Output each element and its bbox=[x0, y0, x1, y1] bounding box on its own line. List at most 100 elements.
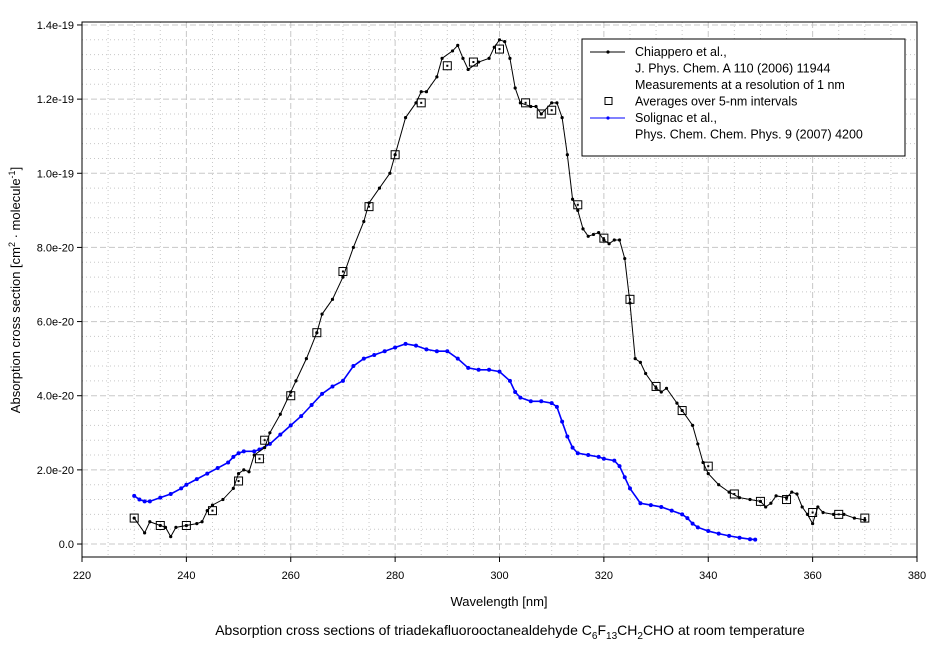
average-marker bbox=[207, 506, 217, 516]
data-point bbox=[142, 499, 147, 504]
data-point bbox=[601, 456, 606, 461]
average-marker bbox=[651, 381, 661, 391]
data-point bbox=[623, 256, 627, 261]
data-point bbox=[560, 116, 564, 120]
data-point bbox=[596, 454, 601, 459]
average-marker-dot bbox=[524, 101, 527, 104]
y-tick-label: 4.0e-20 bbox=[37, 391, 74, 403]
data-point bbox=[696, 442, 700, 446]
data-point bbox=[372, 352, 377, 357]
data-point bbox=[539, 399, 544, 404]
data-point bbox=[716, 531, 721, 536]
average-marker bbox=[547, 105, 557, 115]
average-marker-dot bbox=[211, 509, 214, 512]
average-marker-dot bbox=[159, 524, 162, 527]
average-marker bbox=[338, 267, 348, 277]
series-layer bbox=[129, 38, 870, 542]
x-tick-label: 360 bbox=[803, 570, 821, 582]
average-marker-dot bbox=[681, 409, 684, 412]
average-marker-dot bbox=[394, 153, 397, 156]
y-label-part: ] bbox=[8, 167, 23, 171]
data-point bbox=[575, 451, 580, 456]
data-point bbox=[690, 521, 695, 526]
data-point bbox=[549, 401, 554, 406]
average-marker-dot bbox=[237, 479, 240, 482]
average-marker bbox=[129, 513, 139, 523]
average-marker bbox=[155, 520, 165, 530]
data-point bbox=[565, 153, 569, 157]
data-point bbox=[622, 475, 627, 480]
data-point bbox=[330, 297, 335, 301]
data-point bbox=[764, 505, 768, 509]
data-point bbox=[790, 490, 794, 494]
y-tick-label: 1.4e-19 bbox=[37, 20, 74, 32]
data-point bbox=[466, 67, 470, 72]
data-point bbox=[351, 364, 356, 369]
data-point bbox=[169, 535, 173, 539]
data-point bbox=[576, 208, 580, 212]
data-point bbox=[680, 512, 685, 517]
data-point bbox=[236, 451, 241, 456]
average-marker bbox=[834, 509, 844, 519]
data-point bbox=[278, 432, 283, 437]
legend-label: Chiappero et al., bbox=[635, 45, 727, 59]
data-point bbox=[435, 75, 439, 79]
data-point bbox=[215, 466, 220, 471]
data-point bbox=[565, 434, 570, 439]
caption-sub: 13 bbox=[606, 631, 618, 642]
x-tick-label: 260 bbox=[282, 570, 300, 582]
average-marker-dot bbox=[540, 112, 543, 115]
data-point bbox=[597, 230, 601, 235]
average-marker bbox=[416, 98, 426, 108]
data-point bbox=[252, 449, 257, 454]
average-marker-dot bbox=[258, 457, 261, 460]
data-point bbox=[685, 516, 690, 521]
data-point bbox=[518, 395, 523, 400]
data-point bbox=[560, 419, 565, 424]
average-marker bbox=[808, 508, 818, 518]
average-marker-dot bbox=[550, 109, 553, 112]
data-point bbox=[231, 454, 236, 459]
average-marker-dot bbox=[498, 48, 501, 51]
average-marker-dot bbox=[759, 500, 762, 503]
data-point bbox=[554, 404, 559, 409]
data-point bbox=[340, 378, 345, 383]
data-point bbox=[456, 43, 460, 47]
data-point bbox=[627, 486, 632, 491]
data-point bbox=[466, 365, 471, 370]
y-tick-label: 0.0 bbox=[59, 539, 74, 551]
axis-ticks: 220 240 260 280 300 320 340 360 380 0.0 2.0e-20 4.0… bbox=[37, 20, 926, 582]
data-point bbox=[586, 453, 591, 458]
data-point bbox=[607, 242, 611, 246]
data-point bbox=[570, 445, 575, 450]
average-marker-dot bbox=[368, 205, 371, 208]
average-marker bbox=[521, 98, 531, 108]
average-marker bbox=[312, 328, 322, 338]
y-label-part: Absorption cross section [cm bbox=[8, 247, 23, 413]
x-tick-label: 240 bbox=[177, 570, 195, 582]
data-point bbox=[570, 197, 575, 201]
data-point bbox=[633, 357, 637, 361]
average-marker bbox=[703, 461, 713, 471]
caption-part: CHO at room temperature bbox=[643, 622, 805, 638]
data-point bbox=[581, 227, 585, 231]
data-point bbox=[351, 245, 355, 250]
y-label-sup: 2 bbox=[7, 242, 17, 247]
x-axis-label: Wavelength [nm] bbox=[450, 594, 547, 609]
y-axis-label: Absorption cross section [cm2 · molecule… bbox=[7, 167, 23, 413]
legend-label: Measurements at a resolution of 1 nm bbox=[635, 78, 845, 92]
data-point bbox=[361, 356, 366, 361]
data-point bbox=[403, 341, 408, 346]
data-point bbox=[497, 38, 502, 42]
average-marker bbox=[260, 435, 270, 445]
data-point bbox=[294, 379, 298, 383]
data-point bbox=[654, 386, 658, 390]
average-marker-dot bbox=[602, 237, 605, 240]
data-point bbox=[278, 412, 282, 416]
data-point bbox=[717, 483, 721, 487]
data-point bbox=[617, 238, 622, 242]
data-point bbox=[184, 482, 189, 487]
data-point bbox=[769, 501, 773, 505]
